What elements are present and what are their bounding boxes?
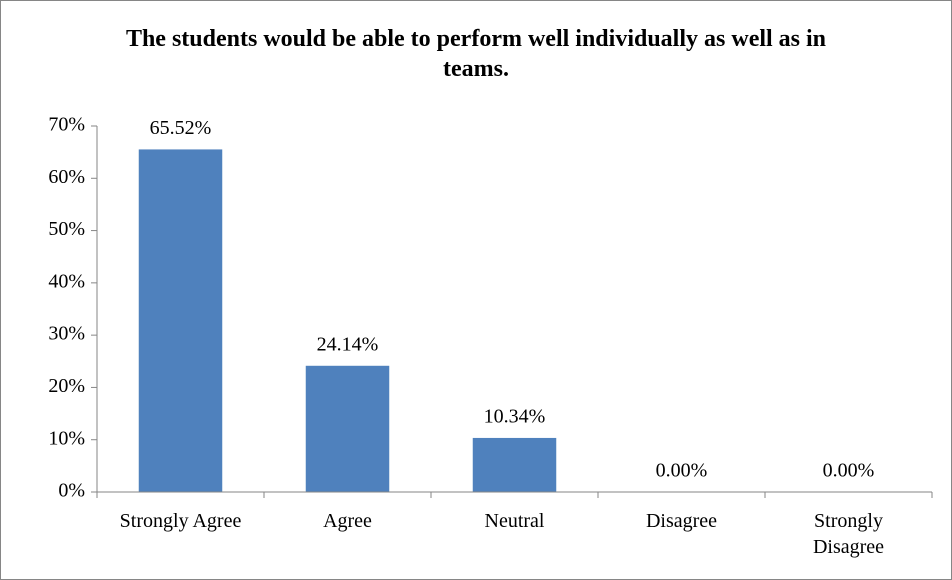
chart-title: The students would be able to perform we… [125, 26, 827, 82]
y-tick-label: 0% [58, 480, 85, 502]
x-tick-label: Neutral [484, 510, 545, 532]
bar [138, 149, 223, 492]
x-tick-label: Agree [323, 510, 372, 532]
y-tick-label: 60% [48, 166, 85, 188]
value-label: 65.52% [150, 117, 212, 139]
x-tick-label: Disagree [645, 510, 718, 532]
x-tick-label: Strongly Disagree [812, 510, 885, 558]
bar [305, 365, 390, 492]
value-label: 24.14% [317, 333, 379, 355]
y-tick-label: 20% [48, 375, 85, 397]
y-tick-label: 30% [48, 323, 85, 345]
x-tick-label: Strongly Agree [119, 510, 242, 532]
value-label: 10.34% [484, 406, 546, 428]
y-tick-label: 70% [48, 114, 85, 136]
y-tick-label: 10% [48, 427, 85, 449]
y-tick-label: 40% [48, 270, 85, 292]
bar [472, 437, 557, 492]
value-label: 0.00% [823, 460, 875, 482]
y-tick-label: 50% [48, 218, 85, 240]
value-label: 0.00% [656, 460, 708, 482]
